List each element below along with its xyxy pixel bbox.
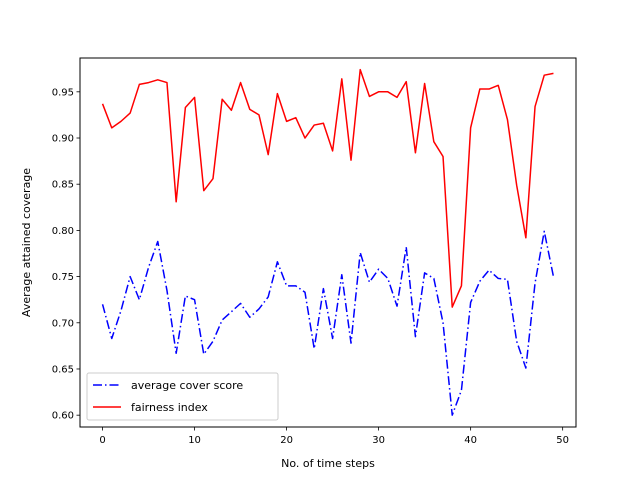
series-line-average-cover-score [101, 230, 555, 416]
y-axis-label: Average attained coverage [20, 168, 33, 317]
x-tick-label: 0 [99, 435, 105, 446]
y-tick-label: 0.85 [52, 180, 74, 191]
y-tick-label: 0.90 [52, 134, 74, 145]
y-tick-label: 0.60 [52, 411, 74, 422]
series-line-fairness-index [101, 68, 554, 308]
y-tick-label: 0.75 [52, 272, 74, 283]
legend: average cover score fairness index [86, 372, 279, 421]
plot-lines [101, 68, 555, 416]
legend-box [86, 372, 279, 421]
plot-frame [79, 57, 577, 428]
y-tick-label: 0.65 [52, 364, 74, 375]
x-tick-label: 30 [372, 435, 385, 446]
y-tick-label: 0.80 [52, 226, 74, 237]
y-axis: 0.60 0.65 0.70 0.75 0.80 0.85 0.90 0.95 [52, 87, 80, 422]
legend-label-average-cover-score: average cover score [131, 379, 243, 392]
y-tick-label: 0.95 [52, 87, 74, 98]
x-tick-label: 10 [188, 435, 201, 446]
x-tick-label: 40 [464, 435, 477, 446]
y-tick-label: 0.70 [52, 318, 74, 329]
x-axis-label: No. of time steps [281, 457, 375, 470]
x-axis: 0 10 20 30 40 50 [99, 427, 569, 446]
x-tick-label: 20 [280, 435, 293, 446]
legend-label-fairness-index: fairness index [131, 401, 208, 414]
x-tick-label: 50 [556, 435, 569, 446]
